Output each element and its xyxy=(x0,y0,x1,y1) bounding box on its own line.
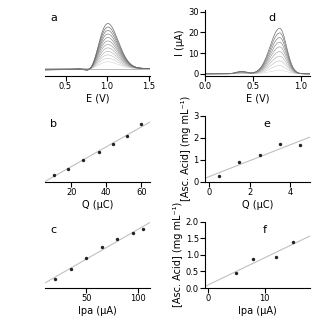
Text: d: d xyxy=(268,13,276,23)
Y-axis label: [Asc. Acid] (mg mL⁻¹): [Asc. Acid] (mg mL⁻¹) xyxy=(180,96,191,201)
Text: e: e xyxy=(263,119,270,129)
Y-axis label: [Asc. Acid] (mg mL⁻¹): [Asc. Acid] (mg mL⁻¹) xyxy=(173,202,183,308)
Point xyxy=(97,149,102,155)
Point xyxy=(125,133,130,138)
X-axis label: Q (μC): Q (μC) xyxy=(82,200,113,210)
Point xyxy=(277,142,283,147)
Point xyxy=(81,157,86,163)
Point xyxy=(298,143,303,148)
Point xyxy=(52,276,58,282)
Point xyxy=(68,267,73,272)
X-axis label: E (V): E (V) xyxy=(246,94,269,104)
Point xyxy=(274,254,279,259)
Point xyxy=(111,142,116,147)
Y-axis label: I (μA): I (μA) xyxy=(175,29,185,56)
Point xyxy=(130,231,135,236)
Point xyxy=(234,270,239,276)
Text: a: a xyxy=(50,13,57,23)
Point xyxy=(139,122,144,127)
Point xyxy=(140,227,146,232)
Point xyxy=(115,236,120,242)
Point xyxy=(51,173,56,178)
Point xyxy=(251,256,256,261)
Point xyxy=(84,255,89,260)
Text: b: b xyxy=(50,119,57,129)
Point xyxy=(65,166,70,171)
X-axis label: Q (μC): Q (μC) xyxy=(242,200,273,210)
Point xyxy=(217,174,222,179)
Text: f: f xyxy=(263,225,267,235)
Point xyxy=(99,245,104,250)
Point xyxy=(237,159,242,164)
Point xyxy=(291,240,296,245)
Point xyxy=(257,153,262,158)
Text: c: c xyxy=(50,225,56,235)
X-axis label: E (V): E (V) xyxy=(86,94,109,104)
X-axis label: Ipa (μA): Ipa (μA) xyxy=(238,306,277,316)
X-axis label: Ipa (μA): Ipa (μA) xyxy=(78,306,117,316)
